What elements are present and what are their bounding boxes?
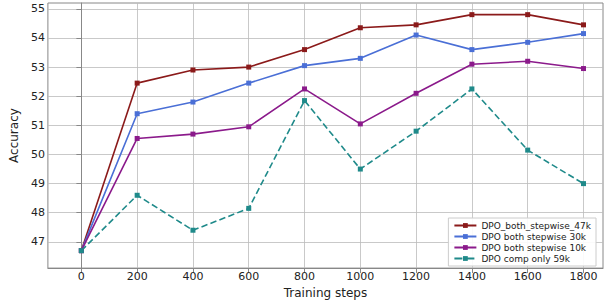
svg-text:400: 400 bbox=[182, 270, 203, 283]
svg-text:47: 47 bbox=[31, 235, 45, 248]
svg-text:50: 50 bbox=[31, 148, 45, 161]
svg-text:49: 49 bbox=[31, 177, 45, 190]
svg-text:51: 51 bbox=[31, 119, 45, 132]
svg-text:DPO_both_stepwise_47k: DPO_both_stepwise_47k bbox=[481, 221, 591, 231]
svg-text:1000: 1000 bbox=[346, 270, 374, 283]
svg-text:0: 0 bbox=[78, 270, 85, 283]
svg-text:52: 52 bbox=[31, 90, 45, 103]
svg-text:Accuracy: Accuracy bbox=[7, 108, 21, 163]
svg-text:DPO both stepwise 10k: DPO both stepwise 10k bbox=[481, 243, 586, 253]
svg-text:600: 600 bbox=[238, 270, 259, 283]
svg-text:1600: 1600 bbox=[514, 270, 542, 283]
svg-text:Training steps: Training steps bbox=[283, 286, 367, 300]
svg-text:800: 800 bbox=[294, 270, 315, 283]
svg-text:DPO comp only 59k: DPO comp only 59k bbox=[481, 254, 570, 264]
svg-text:DPO both stepwise 30k: DPO both stepwise 30k bbox=[481, 232, 586, 242]
svg-text:1200: 1200 bbox=[402, 270, 430, 283]
svg-text:53: 53 bbox=[31, 61, 45, 74]
svg-text:48: 48 bbox=[31, 206, 45, 219]
svg-text:1400: 1400 bbox=[458, 270, 486, 283]
svg-text:200: 200 bbox=[127, 270, 148, 283]
svg-text:54: 54 bbox=[31, 31, 45, 44]
svg-text:1800: 1800 bbox=[569, 270, 597, 283]
svg-text:55: 55 bbox=[31, 2, 45, 15]
